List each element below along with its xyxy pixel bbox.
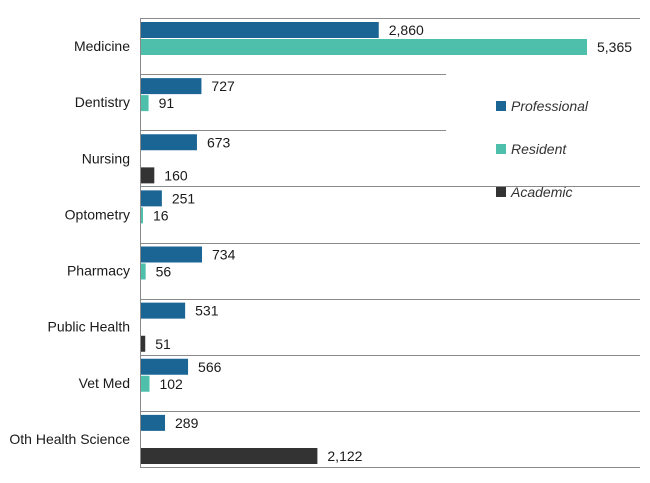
legend-label-resident: Resident bbox=[511, 141, 567, 157]
value-label-professional-oth-health-science: 289 bbox=[175, 415, 199, 431]
legend-swatch-resident bbox=[496, 144, 506, 154]
category-label-pharmacy: Pharmacy bbox=[67, 263, 130, 279]
bar-resident-optometry bbox=[141, 207, 143, 224]
bar-academic-public-health bbox=[141, 335, 146, 352]
bar-academic-nursing bbox=[141, 167, 155, 184]
value-label-professional-public-health: 531 bbox=[195, 303, 219, 319]
category-label-public-health: Public Health bbox=[48, 319, 131, 335]
value-label-professional-pharmacy: 734 bbox=[212, 247, 236, 263]
category-label-optometry: Optometry bbox=[65, 206, 130, 222]
category-label-nursing: Nursing bbox=[82, 150, 130, 166]
bar-professional-optometry bbox=[141, 190, 162, 207]
bar-professional-medicine bbox=[141, 22, 379, 38]
legend-swatch-academic bbox=[496, 187, 506, 197]
value-label-academic-public-health: 51 bbox=[155, 336, 171, 352]
value-label-academic-oth-health-science: 2,122 bbox=[327, 448, 362, 464]
value-label-resident-optometry: 16 bbox=[153, 207, 169, 223]
legend-label-academic: Academic bbox=[510, 184, 572, 200]
value-label-professional-optometry: 251 bbox=[172, 190, 196, 206]
value-label-professional-dentistry: 727 bbox=[211, 78, 235, 94]
category-label-oth-health-science: Oth Health Science bbox=[9, 431, 130, 447]
bar-resident-dentistry bbox=[141, 95, 149, 112]
category-label-medicine: Medicine bbox=[74, 38, 130, 54]
value-label-professional-medicine: 2,860 bbox=[389, 22, 424, 38]
bar-professional-public-health bbox=[141, 302, 186, 319]
value-label-academic-nursing: 160 bbox=[164, 167, 188, 183]
bar-resident-vet-med bbox=[141, 375, 150, 392]
value-label-professional-nursing: 673 bbox=[207, 134, 231, 150]
value-label-resident-medicine: 5,365 bbox=[597, 39, 632, 55]
legend-swatch-professional bbox=[496, 101, 506, 111]
bar-professional-vet-med bbox=[141, 358, 189, 375]
bar-professional-pharmacy bbox=[141, 246, 203, 263]
bar-professional-oth-health-science bbox=[141, 414, 166, 431]
bar-academic-oth-health-science bbox=[141, 448, 318, 464]
category-label-vet-med: Vet Med bbox=[79, 375, 130, 391]
value-label-resident-vet-med: 102 bbox=[159, 376, 183, 392]
bar-professional-dentistry bbox=[141, 78, 202, 95]
bar-resident-medicine bbox=[141, 39, 587, 55]
category-label-dentistry: Dentistry bbox=[75, 94, 130, 110]
bar-professional-nursing bbox=[141, 134, 197, 151]
value-label-professional-vet-med: 566 bbox=[198, 359, 222, 375]
bar-resident-pharmacy bbox=[141, 263, 146, 280]
value-label-resident-dentistry: 91 bbox=[159, 95, 175, 111]
value-label-resident-pharmacy: 56 bbox=[156, 264, 172, 280]
legend-label-professional: Professional bbox=[511, 98, 589, 114]
